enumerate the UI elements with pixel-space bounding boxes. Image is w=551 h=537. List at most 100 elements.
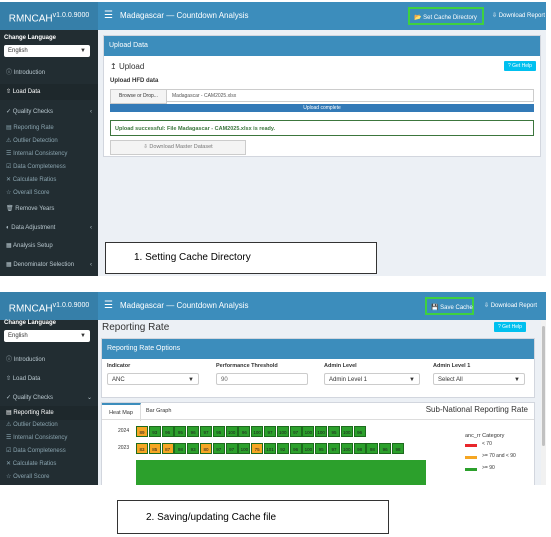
main-content: Upload Data ↥ Upload ? Get Help Upload H…	[98, 30, 546, 276]
sidebar-item-overall-score[interactable]: ☆ Overall Score	[6, 474, 50, 480]
sidebar-item-reporting-rate[interactable]: ▤ Reporting Rate	[0, 406, 98, 420]
language-select[interactable]: English ▼	[4, 45, 90, 57]
heatmap-cell: 95	[174, 426, 187, 437]
heatmap-year-label: 2023	[118, 445, 130, 451]
chevron-left-icon: ‹	[90, 109, 92, 115]
sidebar-item-load-data[interactable]: ⇧ Load Data	[6, 376, 41, 382]
save-cache-button[interactable]: 💾 Save Cache	[425, 297, 474, 315]
heatmap-year-label: 2024	[118, 428, 130, 434]
warning-icon: ⚠	[6, 422, 12, 428]
heatmap-cell: 96	[353, 426, 366, 437]
heatmap-cell: 87	[161, 443, 174, 454]
heatmap-cell: 95	[315, 443, 328, 454]
heatmap-cell: 96	[187, 426, 200, 437]
sidebar-item-introduction[interactable]: ⓘ Introduction	[6, 70, 46, 76]
legend-label-2: >= 70 and < 90	[482, 453, 516, 459]
sidebar-item-denominator-selection[interactable]: ▦ Denominator Selection ‹	[0, 257, 98, 273]
sidebar-item-reporting-rate[interactable]: ▤ Reporting Rate	[6, 125, 54, 131]
threshold-label: Performance Threshold	[216, 363, 278, 369]
heatmap-cell: 100	[302, 426, 315, 437]
get-help-button[interactable]: ? Get Help	[494, 322, 526, 332]
caption-2: 2. Saving/updating Cache file	[117, 500, 389, 534]
caret-down-icon: ▼	[80, 333, 86, 339]
heatmap-cell: 98	[353, 443, 366, 454]
heatmap-cell: 101	[264, 443, 276, 454]
check-circle-icon: ✓	[6, 395, 12, 401]
heatmap-cell: 97	[289, 426, 302, 437]
caret-down-icon: ▼	[409, 377, 415, 383]
upload-icon: ↥	[110, 62, 117, 71]
legend-swatch-orange	[465, 456, 477, 459]
heatmap-cell: 96	[161, 426, 174, 437]
sidebar-item-quality-checks[interactable]: ✓ Quality Checks ‹	[0, 104, 98, 120]
caret-down-icon: ▼	[188, 377, 194, 383]
threshold-input[interactable]: 90	[216, 373, 308, 385]
sidebar-item-data-adjustment[interactable]: ◐ Data Adjustment ‹	[0, 220, 98, 236]
calculator-icon: ▦	[6, 262, 12, 268]
chart-icon: ▤	[6, 410, 12, 416]
hfd-label: Upload HFD data	[110, 78, 159, 84]
get-help-button[interactable]: ? Get Help	[504, 61, 536, 71]
sidebar-item-overall-score[interactable]: ☆ Overall Score	[6, 190, 50, 196]
heatmap-partial-row	[136, 460, 426, 485]
heatmap-cell: 75	[251, 443, 264, 454]
scrollbar-thumb[interactable]	[542, 326, 545, 446]
heatmap-cell: 98	[174, 443, 187, 454]
language-select[interactable]: English ▼	[4, 330, 90, 342]
download-master-dataset-button[interactable]: ⇩ Download Master Dataset	[110, 140, 246, 155]
sidebar-item-remove-years[interactable]: 🗑 Remove Years	[6, 206, 55, 212]
legend-swatch-green	[465, 468, 477, 471]
menu-toggle-icon[interactable]: ☰	[104, 300, 113, 311]
sidebar-item-data-completeness[interactable]: ☑ Data Completeness	[6, 164, 66, 170]
upload-data-header: Upload Data	[104, 36, 540, 56]
admin-level-select[interactable]: Admin Level 1 ▼	[324, 373, 420, 385]
reporting-rate-options-box: Reporting Rate Options Indicator ANC ▼ Pe…	[101, 338, 535, 398]
app-logo[interactable]: RMNCAHv1.0.0.9000	[0, 292, 98, 320]
top-header: RMNCAHv1.0.0.9000 ☰ Madagascar — Countdo…	[0, 292, 546, 320]
sidebar-item-internal-consistency[interactable]: ☰ Internal Consistency	[6, 435, 68, 441]
download-report-button[interactable]: ⇩ Download Report	[484, 303, 538, 309]
download-report-button[interactable]: ⇩ Download Report	[492, 13, 546, 19]
indicator-select[interactable]: ANC ▼	[107, 373, 199, 385]
chart-title: Sub-National Reporting Rate	[425, 405, 528, 414]
tab-heat-map[interactable]: Heat Map	[102, 403, 141, 421]
page-scrollbar[interactable]	[541, 320, 546, 485]
sidebar-item-internal-consistency[interactable]: ☰ Internal Consistency	[6, 151, 68, 157]
heatmap-cell: 100	[315, 426, 328, 437]
heatmap-cell: 89	[136, 426, 148, 437]
caret-down-icon: ▼	[80, 48, 86, 54]
chart-box: Heat Map Bar Graph Sub-National Reportin…	[101, 402, 535, 485]
app-title: Madagascar — Countdown Analysis	[120, 301, 249, 310]
admin-level-1-select[interactable]: Select All ▼	[433, 373, 525, 385]
star-icon: ☆	[6, 190, 12, 196]
sidebar-item-analysis-setup[interactable]: ▦ Analysis Setup	[6, 243, 53, 249]
sidebar-item-calculate-ratios[interactable]: ✕ Calculate Ratios	[6, 461, 57, 467]
ratio-icon: ✕	[6, 177, 12, 183]
menu-toggle-icon[interactable]: ☰	[104, 10, 113, 21]
star-icon: ☆	[6, 474, 12, 480]
file-name-field[interactable]: Madagascar - CAM2025.xlsx	[166, 89, 534, 102]
checkbox-icon: ☑	[6, 448, 12, 454]
warning-icon: ⚠	[6, 138, 12, 144]
main-content: Reporting Rate ? Get Help Reporting Rate…	[98, 320, 546, 485]
sidebar: Change Language English ▼ ⓘ Introduction …	[0, 30, 98, 276]
ratio-icon: ✕	[6, 461, 12, 467]
admin-level-1-label: Admin Level 1	[433, 363, 471, 369]
sidebar-item-outlier-detection[interactable]: ⚠ Outlier Detection	[6, 422, 58, 428]
sidebar-item-load-data[interactable]: ⇧ Load Data	[0, 84, 98, 100]
sidebar-item-data-completeness[interactable]: ☑ Data Completeness	[6, 448, 66, 454]
app-title: Madagascar — Countdown Analysis	[120, 11, 249, 20]
app-logo[interactable]: RMNCAHv1.0.0.9000	[0, 2, 98, 30]
chevron-left-icon: ‹	[90, 225, 92, 231]
indicator-label: Indicator	[107, 363, 131, 369]
screenshot-panel-1: RMNCAHv1.0.0.9000 ☰ Madagascar — Countdo…	[0, 2, 546, 276]
sidebar-item-introduction[interactable]: ⓘ Introduction	[6, 357, 46, 363]
tab-bar-graph[interactable]: Bar Graph	[146, 408, 172, 414]
upload-icon: ⇧	[6, 376, 12, 382]
sidebar-item-calculate-ratios[interactable]: ✕ Calculate Ratios	[6, 177, 57, 183]
set-cache-directory-button[interactable]: 📂 Set Cache Directory	[408, 7, 484, 25]
list-icon: ☰	[6, 151, 12, 157]
browse-button[interactable]: Browse or Drop...	[110, 89, 167, 104]
sidebar-item-outlier-detection[interactable]: ⚠ Outlier Detection	[6, 138, 58, 144]
sidebar-item-quality-checks[interactable]: ✓ Quality Checks ⌄	[0, 390, 98, 406]
